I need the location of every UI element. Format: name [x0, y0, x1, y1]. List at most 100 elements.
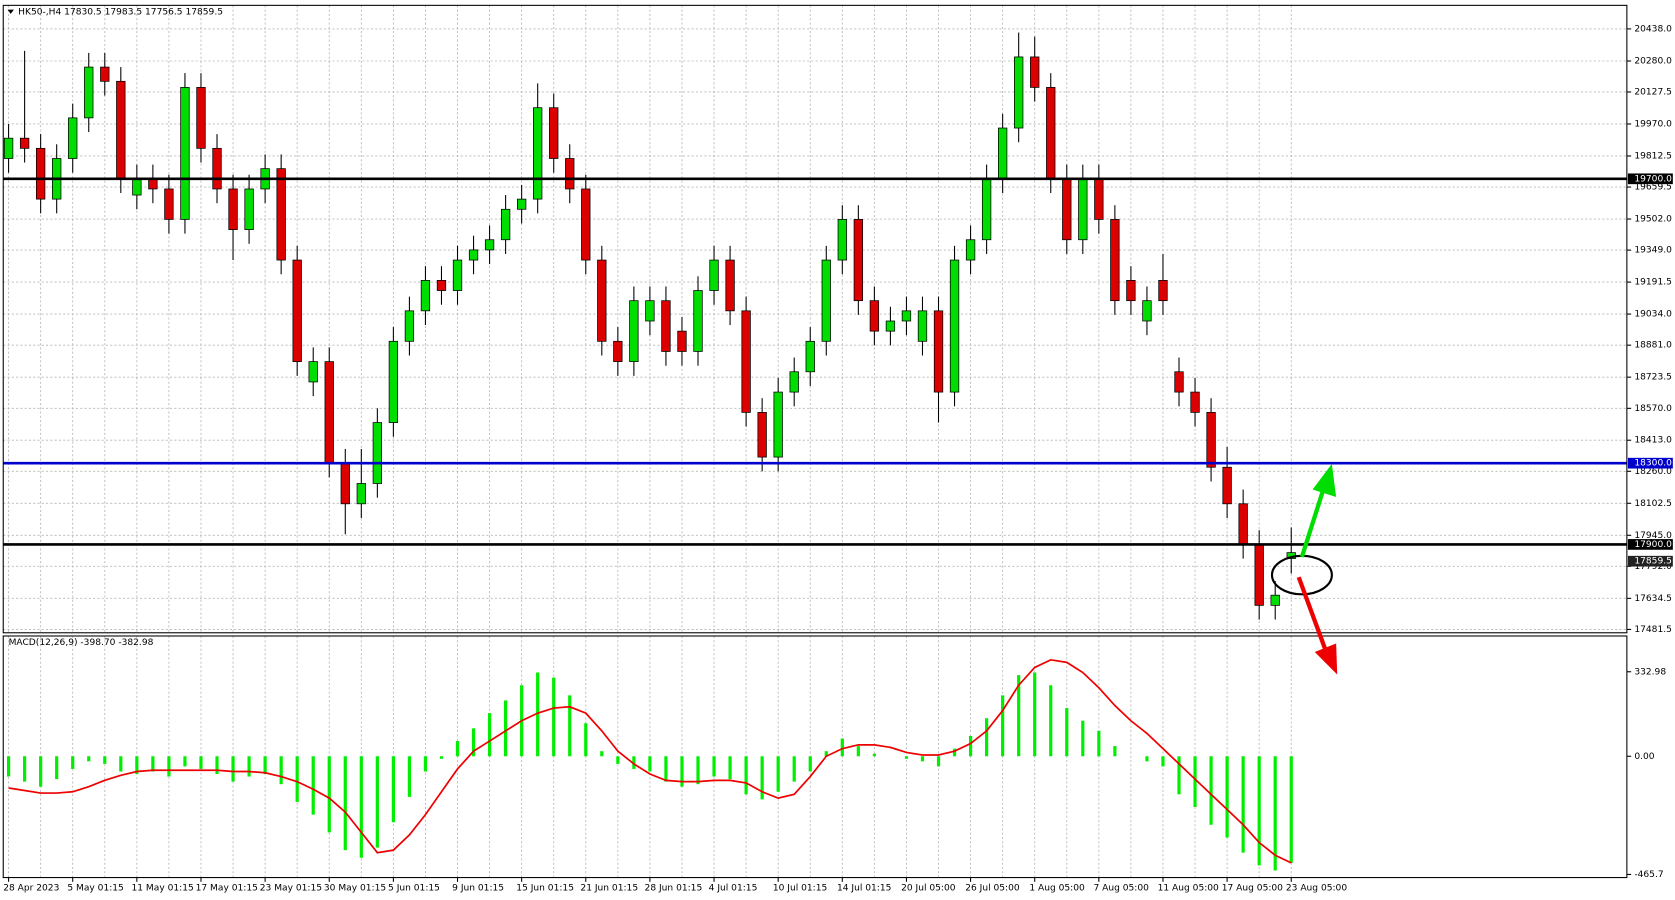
candle-body — [661, 300, 671, 352]
down-arrow — [1296, 576, 1338, 675]
candle-body — [805, 340, 815, 373]
signal-line — [8, 658, 1292, 864]
candle-body — [725, 259, 735, 312]
candle-body — [997, 127, 1008, 180]
level-label: 18300.0 — [1634, 459, 1672, 469]
level-label: 17900.0 — [1634, 540, 1672, 550]
candle-body — [597, 259, 607, 342]
candle-body — [837, 219, 847, 261]
candle-body — [645, 300, 655, 322]
y-tick-label: 19659.5 — [1634, 183, 1672, 193]
candle-body — [1094, 178, 1104, 220]
candle-body — [1206, 412, 1216, 468]
candle-body — [1174, 371, 1184, 393]
x-tick-label: 1 Aug 05:00 — [1029, 884, 1085, 894]
candle-body — [372, 422, 382, 484]
price-pane — [2, 4, 1628, 634]
candle-body — [244, 188, 254, 230]
candle-body — [292, 259, 302, 362]
candle-body — [420, 279, 431, 312]
candle-body — [516, 198, 527, 210]
candle-body — [35, 147, 46, 200]
x-tick-label: 4 Jul 01:15 — [709, 884, 758, 894]
candle-body — [1142, 300, 1152, 322]
y-tick-label: 19502.0 — [1634, 215, 1672, 225]
x-tick-label: 23 May 01:15 — [260, 884, 322, 894]
candle-body — [68, 117, 78, 159]
x-tick-label: 28 Jun 01:15 — [645, 884, 703, 894]
candle-body — [84, 66, 94, 119]
y-tick-label: 17634.5 — [1634, 594, 1672, 604]
candle-body — [1270, 594, 1280, 606]
candle-body — [340, 462, 350, 505]
x-tick-label: 30 May 01:15 — [324, 884, 386, 894]
candle-body — [1078, 178, 1088, 241]
candle-body — [500, 208, 511, 241]
candle-body — [1158, 279, 1168, 302]
candle-body — [565, 158, 575, 190]
y-tick-label: 18413.0 — [1634, 436, 1672, 446]
y-tick-label: 18570.0 — [1634, 404, 1672, 414]
candle-body — [324, 361, 334, 464]
candle-body — [308, 361, 318, 383]
candle-body — [3, 137, 14, 159]
level-tag — [1627, 457, 1673, 469]
menu-arrow[interactable] — [7, 9, 14, 14]
x-tick-label: 26 Jul 05:00 — [965, 884, 1020, 894]
current-price: 17859.5 — [1634, 557, 1672, 567]
candle-body — [757, 412, 767, 458]
candle-body — [116, 80, 126, 180]
candle-body — [1062, 178, 1072, 241]
candle-body — [869, 300, 880, 332]
candle-body — [917, 310, 928, 342]
x-tick-label: 5 May 01:15 — [67, 884, 123, 894]
y-tick-label: 19349.0 — [1634, 246, 1672, 256]
candle-body — [613, 340, 623, 362]
candle-body — [1126, 279, 1136, 302]
y-tick-label: 20127.5 — [1634, 87, 1672, 97]
y-tick-label: 20280.0 — [1634, 56, 1672, 66]
candle-body — [484, 239, 495, 251]
up-arrow — [1299, 463, 1337, 558]
candle-body — [581, 188, 591, 261]
candle-body — [468, 249, 479, 261]
candle-body — [164, 188, 174, 220]
y-tick-label: 18102.5 — [1634, 499, 1672, 509]
macd-title: MACD(12,26,9) -398.70 -382.98 — [9, 638, 154, 648]
candle-body — [981, 178, 992, 241]
y-tick-label: 18723.5 — [1634, 373, 1672, 383]
candle-body — [901, 310, 912, 322]
y-tick-label: 20438.0 — [1634, 24, 1672, 34]
x-tick-label: 17 Aug 05:00 — [1222, 884, 1283, 894]
candle-body — [1190, 391, 1200, 413]
candle-body — [452, 259, 463, 291]
x-tick-label: 5 Jun 01:15 — [388, 884, 440, 894]
candle-body — [1222, 466, 1232, 505]
y-tick-label: 0.00 — [1634, 752, 1654, 762]
candle-body — [196, 87, 206, 149]
y-tick-label: 17481.5 — [1634, 625, 1672, 635]
candle-body — [436, 279, 447, 291]
candle-body — [1046, 87, 1056, 180]
candle-body — [741, 310, 751, 413]
level-label: 19700.0 — [1634, 174, 1672, 184]
candle-body — [821, 259, 831, 342]
x-tick-label: 10 Jul 01:15 — [773, 884, 827, 894]
x-tick-label: 11 Aug 05:00 — [1158, 884, 1219, 894]
chart-title: HK50-,H4 17830.5 17983.5 17756.5 17859.5 — [18, 7, 223, 17]
candle-body — [132, 178, 142, 196]
x-tick-label: 23 Aug 05:00 — [1286, 884, 1347, 894]
price-tag — [1627, 555, 1673, 567]
candle-body — [1014, 56, 1024, 129]
candle-body — [949, 259, 960, 393]
candle-body — [965, 239, 976, 261]
candle-body — [789, 371, 799, 393]
x-tick-label: 17 May 01:15 — [196, 884, 258, 894]
candle-body — [933, 310, 944, 393]
candle-body — [180, 87, 190, 220]
candle-body — [885, 320, 896, 332]
x-tick-label: 14 Jul 01:15 — [837, 884, 891, 894]
candle-body — [1110, 219, 1120, 302]
y-tick-label: 18881.0 — [1634, 341, 1672, 351]
y-tick-label: 17945.0 — [1634, 531, 1672, 541]
